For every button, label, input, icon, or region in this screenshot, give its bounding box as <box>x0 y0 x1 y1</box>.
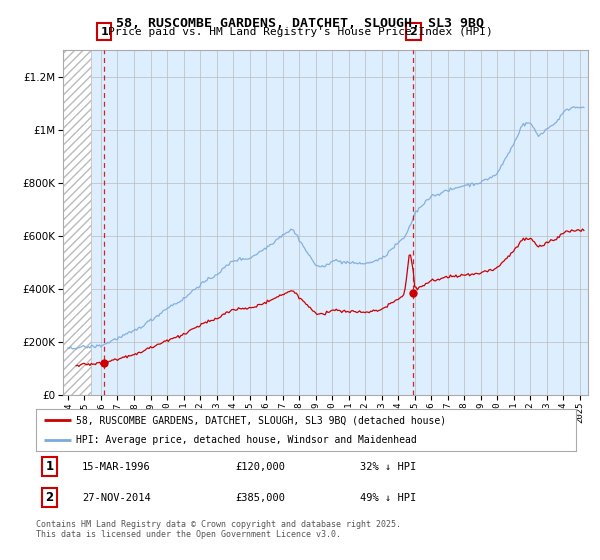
Text: 27-NOV-2014: 27-NOV-2014 <box>82 493 151 503</box>
Text: 58, RUSCOMBE GARDENS, DATCHET, SLOUGH, SL3 9BQ: 58, RUSCOMBE GARDENS, DATCHET, SLOUGH, S… <box>116 17 484 30</box>
Text: £385,000: £385,000 <box>236 493 286 503</box>
Text: 1: 1 <box>46 460 53 473</box>
Text: 2: 2 <box>46 491 53 504</box>
Text: 58, RUSCOMBE GARDENS, DATCHET, SLOUGH, SL3 9BQ (detached house): 58, RUSCOMBE GARDENS, DATCHET, SLOUGH, S… <box>77 415 446 425</box>
Text: £120,000: £120,000 <box>236 461 286 472</box>
Text: HPI: Average price, detached house, Windsor and Maidenhead: HPI: Average price, detached house, Wind… <box>77 435 417 445</box>
Text: 1: 1 <box>100 27 108 36</box>
Text: 49% ↓ HPI: 49% ↓ HPI <box>360 493 416 503</box>
Text: 32% ↓ HPI: 32% ↓ HPI <box>360 461 416 472</box>
Text: 15-MAR-1996: 15-MAR-1996 <box>82 461 151 472</box>
Text: 2: 2 <box>409 27 417 36</box>
Text: Contains HM Land Registry data © Crown copyright and database right 2025.
This d: Contains HM Land Registry data © Crown c… <box>36 520 401 539</box>
Text: Price paid vs. HM Land Registry's House Price Index (HPI): Price paid vs. HM Land Registry's House … <box>107 27 493 37</box>
Bar <box>63 50 91 395</box>
